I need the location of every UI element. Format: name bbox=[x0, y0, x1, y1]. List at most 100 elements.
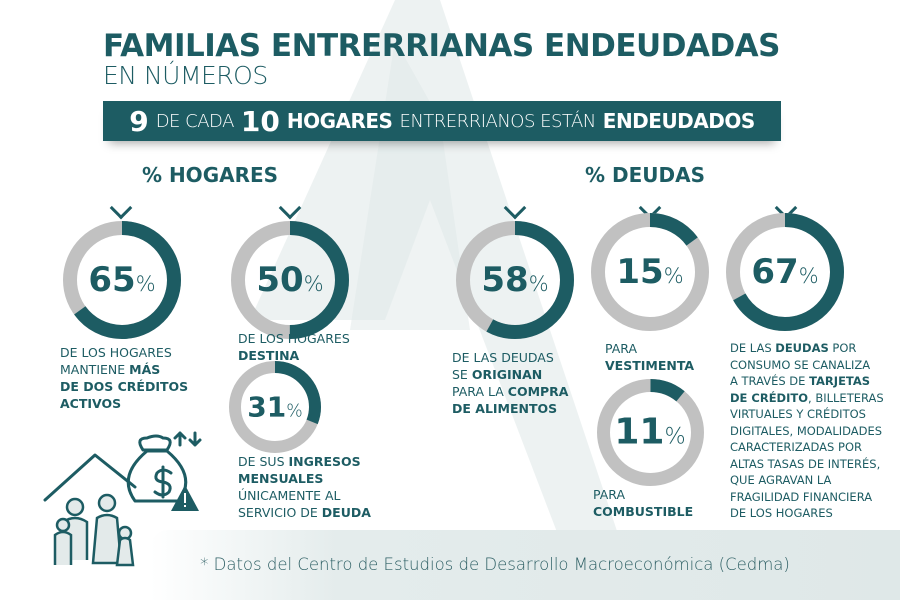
emphasis-text: COMBUSTIBLE bbox=[593, 504, 694, 519]
stat-description: DE SUS INGRESOS MENSUALES ÚNICAMENTE AL SER… bbox=[238, 453, 371, 521]
donut-15: 15% bbox=[591, 213, 709, 331]
donut-fill bbox=[726, 213, 844, 331]
percent-value: 67 bbox=[751, 252, 799, 292]
banner-text-bold: HOGARES bbox=[286, 109, 393, 133]
text: SE bbox=[452, 367, 472, 382]
donut-58: 58% bbox=[456, 221, 574, 339]
emphasis-text: DE CRÉDITO bbox=[730, 390, 809, 405]
description-line: DESTINA bbox=[238, 347, 350, 364]
text: POR bbox=[828, 341, 857, 355]
stat-description: DE LAS DEUDAS POR CONSUMO SE CANALIZA A TR… bbox=[730, 340, 884, 522]
description-line: DE ALIMENTOS bbox=[452, 400, 568, 417]
description-line: ÚNICAMENTE AL bbox=[238, 487, 371, 504]
description-line: PARA LA COMPRA bbox=[452, 383, 568, 400]
emphasis-text: COMPRA bbox=[507, 384, 569, 399]
text: DE SUS bbox=[238, 454, 289, 469]
donut-fill bbox=[231, 221, 349, 339]
emphasis-text: DEUDA bbox=[321, 505, 371, 520]
text: ÚNICAMENTE AL bbox=[238, 488, 341, 503]
description-line: SE ORIGINAN bbox=[452, 366, 568, 383]
banner-number-9: 9 bbox=[129, 104, 149, 138]
text: FRAGILIDAD FINANCIERA bbox=[730, 489, 873, 504]
emphasis-text: MÁS bbox=[129, 362, 161, 377]
donut-fill bbox=[596, 378, 704, 486]
emphasis-text: DE DOS CRÉDITOS bbox=[60, 379, 189, 394]
emphasis-text: INGRESOS bbox=[288, 454, 361, 469]
text: PARA bbox=[593, 487, 626, 502]
description-line: ALTAS TASAS DE INTERÉS, bbox=[730, 456, 884, 473]
stat-description: DE LOS HOGARES DESTINA bbox=[238, 330, 350, 364]
stat-description: PARA COMBUSTIBLE bbox=[593, 486, 693, 520]
text: CONSUMO SE CANALIZA bbox=[730, 357, 871, 372]
emphasis-text: DESTINA bbox=[238, 348, 300, 363]
page-subtitle: EN NÚMEROS bbox=[103, 61, 268, 90]
emphasis-text: TARJETAS bbox=[809, 374, 871, 388]
description-line: COMBUSTIBLE bbox=[593, 503, 693, 520]
percent-label: 67% bbox=[726, 252, 844, 292]
description-line: DE LAS DEUDAS bbox=[452, 349, 568, 366]
percent-unit: % bbox=[135, 271, 156, 296]
description-line: DIGITALES, MODALIDADES bbox=[730, 423, 884, 440]
donut-67: 67% bbox=[726, 213, 844, 331]
percent-unit: % bbox=[528, 271, 549, 296]
text: CARACTERIZADAS POR bbox=[730, 440, 862, 454]
text: DE LOS HOGARES bbox=[238, 331, 350, 346]
description-line: DE LOS HOGARES bbox=[730, 505, 884, 522]
section-deudas: % DEUDAS bbox=[585, 163, 705, 187]
text: DE LOS HOGARES bbox=[60, 345, 172, 360]
description-line: CARACTERIZADAS POR bbox=[730, 439, 884, 456]
text: DE LAS DEUDAS bbox=[452, 350, 554, 365]
percent-value: 65 bbox=[88, 260, 136, 300]
donut-fill bbox=[229, 361, 321, 453]
description-line: DE LOS HOGARES bbox=[238, 330, 350, 347]
description-line: A TRAVÉS DE TARJETAS bbox=[730, 373, 884, 390]
percent-value: 11 bbox=[614, 411, 665, 453]
description-line: VIRTUALES Y CRÉDITOS bbox=[730, 406, 884, 423]
emphasis-text: DEUDAS bbox=[775, 341, 829, 355]
percent-unit: % bbox=[286, 401, 303, 422]
emphasis-text: MENSUALES bbox=[238, 471, 324, 486]
percent-label: 15% bbox=[591, 252, 709, 292]
text: PARA bbox=[605, 341, 638, 356]
description-line: DE DOS CRÉDITOS bbox=[60, 378, 188, 395]
description-line: FRAGILIDAD FINANCIERA bbox=[730, 489, 884, 506]
description-line: ACTIVOS bbox=[60, 395, 188, 412]
percent-label: 50% bbox=[231, 260, 349, 300]
stat-description: PARA VESTIMENTA bbox=[605, 340, 694, 374]
text: PARA LA bbox=[452, 384, 508, 399]
description-line: PARA bbox=[593, 486, 693, 503]
description-line: DE LAS DEUDAS POR bbox=[730, 340, 884, 357]
percent-label: 11% bbox=[597, 412, 704, 453]
emphasis-text: ORIGINAN bbox=[471, 367, 543, 382]
percent-value: 50 bbox=[256, 260, 304, 300]
percent-unit: % bbox=[664, 423, 686, 450]
page-title: FAMILIAS ENTRERRIANAS ENDEUDADAS bbox=[103, 28, 781, 64]
text: DE LOS HOGARES bbox=[730, 506, 833, 520]
donut-fill bbox=[456, 221, 574, 339]
banner-text-bold: ENDEUDADOS bbox=[602, 109, 756, 133]
donut-65: 65% bbox=[63, 221, 181, 339]
percent-label: 58% bbox=[456, 260, 574, 300]
description-line: PARA bbox=[605, 340, 694, 357]
text: DIGITALES, MODALIDADES bbox=[730, 423, 883, 438]
text: MANTIENE bbox=[60, 362, 130, 377]
text: SERVICIO DE bbox=[238, 505, 322, 520]
headline-banner: 9 DE CADA 10 HOGARES ENTRERRIANOS ESTÁN … bbox=[103, 101, 781, 141]
description-line: SERVICIO DE DEUDA bbox=[238, 504, 371, 521]
text: A TRAVÉS DE bbox=[730, 374, 810, 388]
percent-value: 31 bbox=[247, 390, 287, 424]
banner-text: ENTRERRIANOS ESTÁN bbox=[399, 110, 596, 132]
emphasis-text: VESTIMENTA bbox=[605, 358, 695, 373]
donut-50: 50% bbox=[231, 221, 349, 339]
percent-label: 31% bbox=[229, 391, 321, 424]
description-line: MANTIENE MÁS bbox=[60, 361, 188, 378]
description-line: DE CRÉDITO, BILLETERAS bbox=[730, 390, 884, 407]
text: DE LAS bbox=[730, 341, 776, 355]
family-debt-icon bbox=[43, 431, 202, 567]
banner-number-10: 10 bbox=[240, 104, 280, 138]
donut-fill bbox=[63, 221, 181, 339]
description-line: DE SUS INGRESOS bbox=[238, 453, 371, 470]
text: VIRTUALES Y CRÉDITOS bbox=[730, 407, 866, 421]
text: ALTAS TASAS DE INTERÉS, bbox=[730, 456, 881, 471]
emphasis-text: DE ALIMENTOS bbox=[452, 401, 558, 416]
